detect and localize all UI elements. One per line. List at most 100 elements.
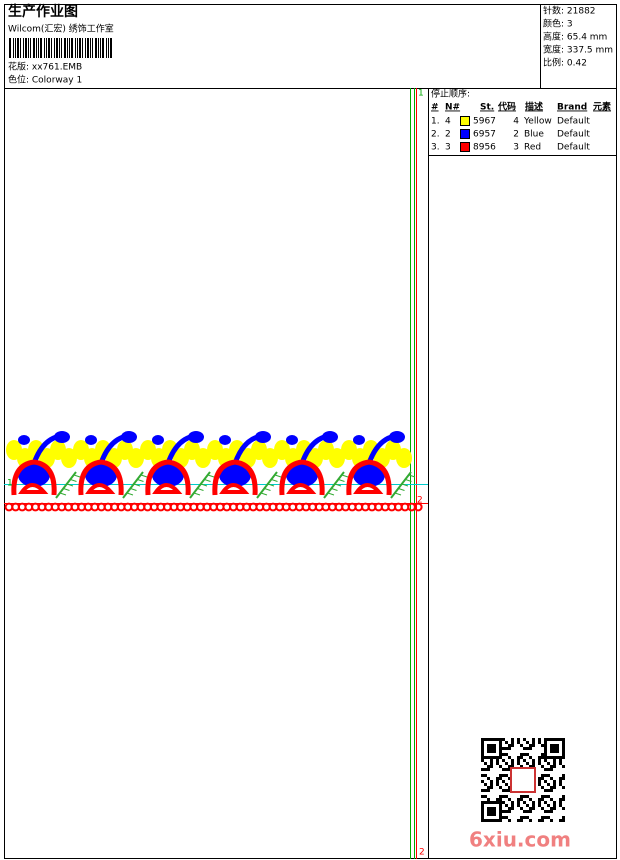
bar xyxy=(51,38,52,58)
bar xyxy=(79,38,81,58)
bar xyxy=(48,38,50,58)
blue-leaf xyxy=(18,435,30,445)
leaf xyxy=(140,474,148,478)
qr-cell xyxy=(544,759,547,762)
qr-cell xyxy=(544,768,547,771)
qr-cell xyxy=(538,798,541,801)
qr-cell xyxy=(544,810,547,813)
qr-cell xyxy=(562,786,565,789)
marker: 1 xyxy=(418,89,424,99)
bar xyxy=(30,38,31,58)
qr-cell xyxy=(496,783,499,786)
qr-cell xyxy=(505,774,508,777)
qr-cell xyxy=(559,819,562,822)
qr-cell xyxy=(529,798,532,801)
qr-cell xyxy=(538,780,541,783)
cell: 4 xyxy=(513,117,519,127)
leaf xyxy=(334,483,342,487)
qr-cell xyxy=(523,753,526,756)
qr-cell xyxy=(502,774,505,777)
leaf xyxy=(274,474,282,478)
qr-cell xyxy=(562,807,565,810)
blue-leaf xyxy=(353,435,365,445)
qr-cell xyxy=(547,795,550,798)
qr-cell xyxy=(508,819,511,822)
info: 针数: 21882 xyxy=(543,5,596,17)
qr-cell xyxy=(562,816,565,819)
qr-cell xyxy=(508,798,511,801)
qr-cell xyxy=(499,765,502,768)
qr-cell xyxy=(502,789,505,792)
qr-cell xyxy=(520,819,523,822)
qr-cell xyxy=(532,744,535,747)
qr-cell xyxy=(520,753,523,756)
bar xyxy=(17,38,19,58)
qr-cell xyxy=(562,798,565,801)
qr-cell xyxy=(508,786,511,789)
qr-cell xyxy=(544,795,547,798)
company: Wilcom(汇宏) 绣饰工作室 xyxy=(8,23,114,35)
qr-code xyxy=(481,738,565,822)
leaf xyxy=(70,479,77,482)
leaf xyxy=(197,488,204,491)
yellow-fill xyxy=(195,448,211,468)
qr-cell xyxy=(538,756,541,759)
blue-leaf xyxy=(121,431,137,443)
qr-cell xyxy=(538,738,541,741)
qr-cell xyxy=(505,810,508,813)
qr-cell xyxy=(487,798,490,801)
qr-cell xyxy=(490,783,493,786)
blue-leaf xyxy=(286,435,298,445)
column-header: 描述 xyxy=(525,101,543,113)
colorway: 色位: Colorway 1 xyxy=(8,74,82,86)
qr-cell xyxy=(517,759,520,762)
qr-cell xyxy=(550,777,553,780)
bar xyxy=(56,38,58,58)
bar xyxy=(71,38,73,58)
border xyxy=(4,4,617,859)
cell: Default xyxy=(557,130,590,140)
red-ring xyxy=(279,459,325,496)
qr-cell xyxy=(508,810,511,813)
qr-cell xyxy=(508,744,511,747)
qr-cell xyxy=(481,780,484,783)
qr-finder xyxy=(487,807,496,816)
blue-flower xyxy=(286,463,318,487)
cell: Blue xyxy=(524,130,544,140)
qr-cell xyxy=(517,801,520,804)
column-header: Brand xyxy=(557,103,587,113)
qr-cell xyxy=(487,777,490,780)
qr-cell xyxy=(541,774,544,777)
leaf xyxy=(331,488,338,491)
qr-cell xyxy=(541,819,544,822)
leaf xyxy=(137,479,144,482)
qr-cell xyxy=(520,807,523,810)
cell: 8956 xyxy=(473,143,496,153)
qr-cell xyxy=(502,816,505,819)
qr-cell xyxy=(547,810,550,813)
qr-cell xyxy=(508,789,511,792)
qr-cell xyxy=(541,816,544,819)
qr-cell xyxy=(490,780,493,783)
qr-cell xyxy=(538,804,541,807)
leaf xyxy=(267,483,275,487)
cell: Default xyxy=(557,117,590,127)
qr-cell xyxy=(553,780,556,783)
qr-cell xyxy=(505,804,508,807)
qr-cell xyxy=(553,804,556,807)
leaf xyxy=(55,471,77,499)
red-ring xyxy=(145,459,191,496)
qr-cell xyxy=(547,816,550,819)
leaf xyxy=(189,471,211,499)
design xyxy=(4,431,423,512)
bar xyxy=(108,38,109,58)
leaf xyxy=(200,483,208,487)
bar xyxy=(33,38,35,58)
qr-cell xyxy=(499,798,502,801)
table: # N# St. 代码 描述 Brand 元素 1. 4 5967 4 Yellow Default 2.… xyxy=(431,101,611,153)
bar xyxy=(67,38,68,58)
bar xyxy=(13,38,14,58)
qr-cell xyxy=(538,759,541,762)
leaf xyxy=(133,483,141,487)
qr-cell xyxy=(505,747,508,750)
